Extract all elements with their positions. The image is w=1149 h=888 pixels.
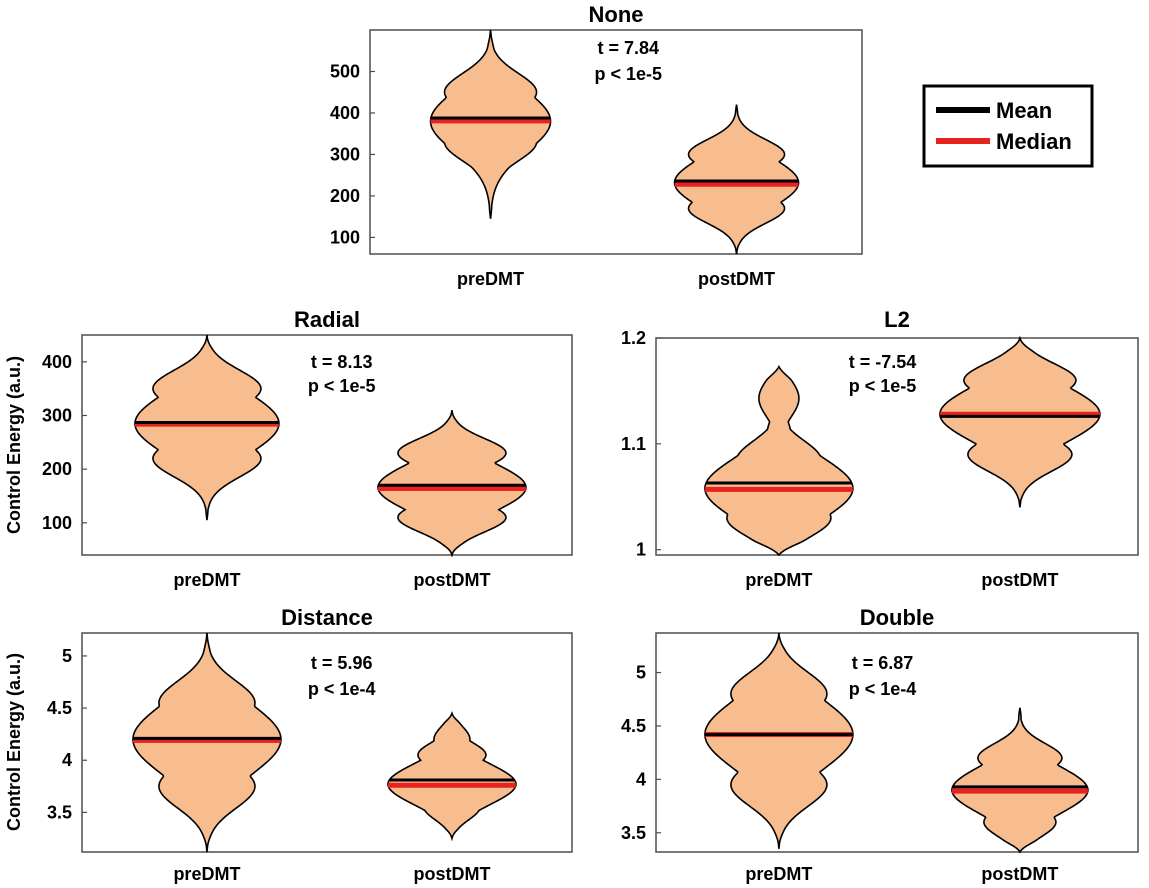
t-statistic: t = -7.54 (849, 352, 917, 372)
legend-label-mean: Mean (996, 98, 1052, 123)
t-statistic: t = 7.84 (598, 38, 660, 58)
y-tick-label: 4 (62, 750, 72, 770)
x-category-label: postDMT (413, 864, 490, 884)
panels: None 100 200 300 400 500 preDMT postDMT t = 7.84… (4, 2, 1139, 884)
violin-postdmt (939, 335, 1101, 508)
axes-box (655, 632, 1139, 853)
x-category-label: preDMT (745, 864, 812, 884)
y-tick-label: 100 (42, 513, 72, 533)
panel-double: Double 3.5 4 4.5 5 preDMT postDMT t = 6.87 p < 1… (621, 605, 1139, 884)
x-category-label: preDMT (173, 864, 240, 884)
t-statistic: t = 5.96 (311, 653, 373, 673)
t-statistic: t = 8.13 (311, 352, 373, 372)
y-tick-label: 4.5 (47, 698, 72, 718)
violin-postdmt (387, 711, 517, 842)
violin-predmt (704, 632, 854, 849)
violin-predmt (429, 29, 552, 219)
violin-postdmt (951, 707, 1089, 854)
y-tick-label: 500 (330, 61, 360, 81)
violin-predmt (134, 334, 280, 521)
y-axis-label: Control Energy (a.u.) (4, 653, 24, 831)
y-tick-label: 1.1 (621, 434, 646, 454)
y-tick-label: 300 (330, 144, 360, 164)
x-category-label: postDMT (981, 864, 1058, 884)
y-tick-label: 4 (636, 769, 646, 789)
p-value: p < 1e-5 (308, 376, 376, 396)
y-tick-label: 4.5 (621, 716, 646, 736)
panel-none: None 100 200 300 400 500 preDMT postDMT t = 7.84… (330, 2, 863, 289)
x-category-label: postDMT (413, 570, 490, 590)
y-tick-label: 1.2 (621, 328, 646, 348)
panel-title: L2 (884, 307, 910, 332)
panel-title: Double (860, 605, 935, 630)
axes-box (655, 337, 1139, 556)
y-tick-label: 200 (42, 459, 72, 479)
panel-l2: L2 1 1.1 1.2 preDMT postDMT t = -7.54 p < 1e-5 (621, 307, 1139, 590)
axes-box (369, 29, 863, 255)
panel-distance: Distance 3.5 4 4.5 5 Control Energy (a.u.) pre… (4, 605, 573, 884)
y-tick-label: 1 (636, 540, 646, 560)
axes-box (81, 632, 573, 853)
t-statistic: t = 6.87 (852, 653, 914, 673)
panel-title: Distance (281, 605, 373, 630)
x-category-label: preDMT (457, 269, 524, 289)
y-tick-label: 5 (636, 663, 646, 683)
legend-label-median: Median (996, 129, 1072, 154)
y-tick-label: 3.5 (47, 802, 72, 822)
y-tick-label: 5 (62, 646, 72, 666)
x-category-label: preDMT (745, 570, 812, 590)
p-value: p < 1e-5 (849, 376, 917, 396)
y-tick-label: 100 (330, 227, 360, 247)
p-value: p < 1e-4 (308, 679, 376, 699)
y-axis-label: Control Energy (a.u.) (4, 356, 24, 534)
violin-predmt (704, 364, 854, 557)
legend: Mean Median (922, 84, 1094, 168)
p-value: p < 1e-4 (849, 679, 917, 699)
panel-radial: Radial 100 200 300 400 Control Energy (a.u.) p… (4, 307, 573, 590)
y-tick-label: 3.5 (621, 823, 646, 843)
y-tick-label: 400 (330, 103, 360, 123)
x-category-label: postDMT (981, 570, 1058, 590)
x-category-label: postDMT (698, 269, 775, 289)
axes-box (81, 334, 573, 556)
legend-box (922, 84, 1094, 168)
violin-postdmt (673, 104, 800, 255)
x-category-label: preDMT (173, 570, 240, 590)
panel-title: Radial (294, 307, 360, 332)
p-value: p < 1e-5 (595, 64, 663, 84)
panel-title: None (589, 2, 644, 27)
y-tick-label: 200 (330, 186, 360, 206)
y-tick-label: 400 (42, 352, 72, 372)
y-tick-label: 300 (42, 405, 72, 425)
violin-postdmt (377, 409, 527, 558)
